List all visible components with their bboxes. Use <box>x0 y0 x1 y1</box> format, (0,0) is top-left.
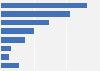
Bar <box>1 28 34 34</box>
Bar <box>1 37 25 43</box>
Bar <box>1 54 9 60</box>
Bar <box>1 20 49 25</box>
Bar <box>1 46 11 51</box>
Bar <box>1 63 20 68</box>
Bar <box>1 3 87 8</box>
Bar <box>1 11 70 17</box>
